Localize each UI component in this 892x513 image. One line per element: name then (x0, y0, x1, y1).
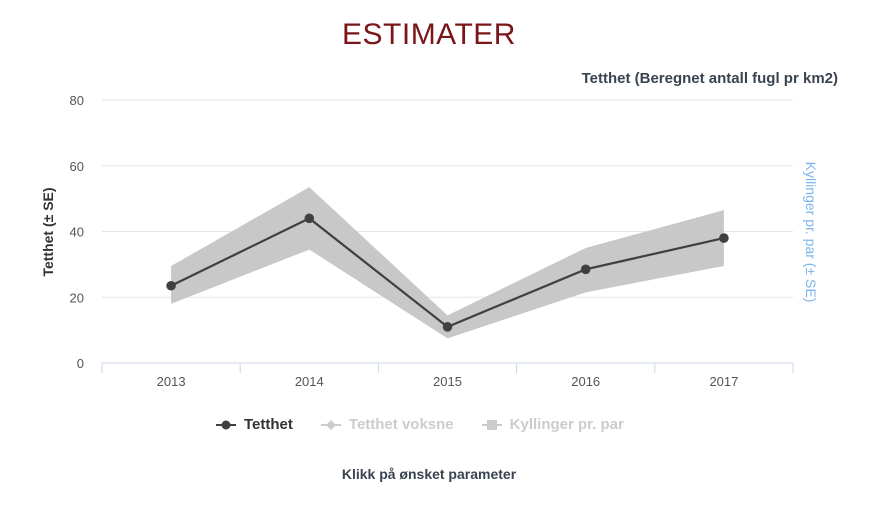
error-band-area (171, 187, 724, 339)
x-axis: 2013 2014 2015 2016 2017 (101, 362, 794, 389)
y-axis-right-label: Kyllinger pr. par (± SE) (803, 162, 819, 303)
x-tick-label: 2014 (295, 374, 324, 389)
data-point (580, 264, 591, 275)
legend: Tetthet Tetthet voksne Kyllinger pr. par (216, 416, 624, 433)
data-point (719, 233, 729, 243)
y-axis-label: Tetthet (± SE) (40, 187, 56, 276)
legend-label: Kyllinger pr. par (509, 416, 624, 433)
x-tick-label: 2013 (157, 374, 186, 389)
instruction-note: Klikk på ønsket parameter (341, 466, 517, 482)
y-tick-label: 80 (70, 93, 84, 108)
data-point (304, 213, 315, 224)
legend-item-tetthet-voksne[interactable]: Tetthet voksne (320, 416, 454, 433)
error-band (171, 187, 724, 339)
data-point (166, 280, 176, 291)
y-tick-label: 60 (70, 159, 84, 174)
chart-title: Tetthet (Beregnet antall fugl pr km2) (581, 70, 838, 87)
page-heading: ESTIMATER (342, 18, 516, 51)
legend-item-kyllinger-pr-par[interactable]: Kyllinger pr. par (481, 416, 624, 433)
diamond-marker-icon (320, 419, 341, 430)
legend-item-tetthet[interactable]: Tetthet (216, 416, 293, 433)
y-tick-label: 40 (70, 225, 84, 240)
y-axis-ticks: 0 20 40 60 80 (70, 93, 84, 371)
x-tick-label: 2016 (571, 374, 600, 389)
square-marker-icon (481, 419, 502, 430)
circle-marker-icon (216, 420, 236, 429)
legend-label: Tetthet voksne (348, 416, 454, 433)
legend-label: Tetthet (244, 416, 293, 433)
x-tick-label: 2015 (433, 374, 462, 389)
y-tick-label: 20 (70, 290, 84, 305)
x-tick-label: 2017 (709, 374, 738, 389)
series-tetthet[interactable] (166, 213, 729, 332)
y-tick-label: 0 (77, 356, 84, 371)
data-point (442, 322, 453, 332)
